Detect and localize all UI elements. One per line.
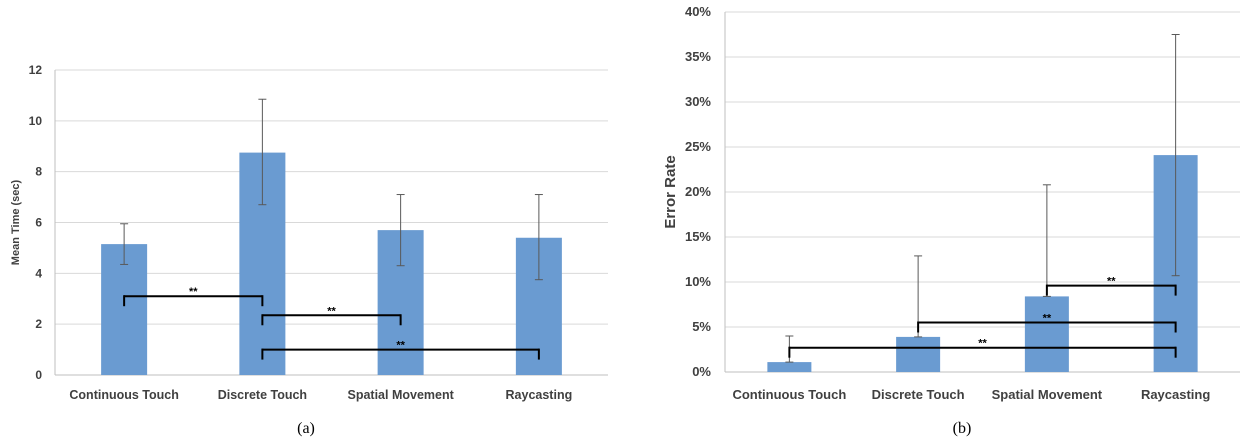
category-label: Discrete Touch — [218, 388, 307, 402]
y-tick-label: 25% — [685, 139, 711, 154]
category-label: Spatial Movement — [347, 388, 454, 402]
y-axis-label: Mean Time (sec) — [10, 179, 22, 265]
category-label: Raycasting — [506, 388, 573, 402]
category-label: Raycasting — [1141, 387, 1210, 402]
y-tick-label: 4 — [35, 266, 42, 280]
category-label: Spatial Movement — [992, 387, 1103, 402]
y-tick-label: 30% — [685, 94, 711, 109]
figure-caption: (b) — [953, 420, 972, 437]
category-label: Continuous Touch — [732, 387, 846, 402]
y-tick-label: 6 — [35, 216, 42, 230]
bar — [896, 336, 941, 372]
y-tick-label: 5% — [692, 319, 711, 334]
chart-b-error-rate: 0% 5% 10% 15% 20% 25% 30% 35% 40% Continuous Touc… — [662, 4, 1240, 437]
bar — [1024, 296, 1069, 372]
y-tick-label: 0% — [692, 364, 711, 379]
y-tick-label: 2 — [35, 317, 42, 331]
y-tick-label: 0 — [35, 368, 42, 382]
figure-caption: (a) — [297, 420, 315, 437]
y-tick-label: 40% — [685, 4, 711, 19]
category-label: Discrete Touch — [872, 387, 965, 402]
y-tick-label: 15% — [685, 229, 711, 244]
y-tick-label: 8 — [35, 165, 42, 179]
y-tick-label: 20% — [685, 184, 711, 199]
chart-a-mean-time: 0 2 4 6 8 10 12 Continuous Touch Discrete Touch S… — [10, 63, 608, 437]
significance-label: ** — [396, 340, 405, 352]
significance-label: ** — [1107, 276, 1116, 288]
y-tick-label: 35% — [685, 49, 711, 64]
y-tick-label: 10% — [685, 274, 711, 289]
significance-label: ** — [327, 305, 336, 317]
y-tick-label: 10 — [29, 114, 43, 128]
category-label: Continuous Touch — [69, 388, 178, 402]
significance-label: ** — [1043, 313, 1052, 325]
significance-label: ** — [978, 338, 987, 350]
bar — [767, 362, 812, 372]
bar — [101, 244, 148, 375]
y-tick-label: 12 — [29, 63, 43, 77]
significance-label: ** — [189, 286, 198, 298]
y-axis-label: Error Rate — [662, 155, 679, 228]
